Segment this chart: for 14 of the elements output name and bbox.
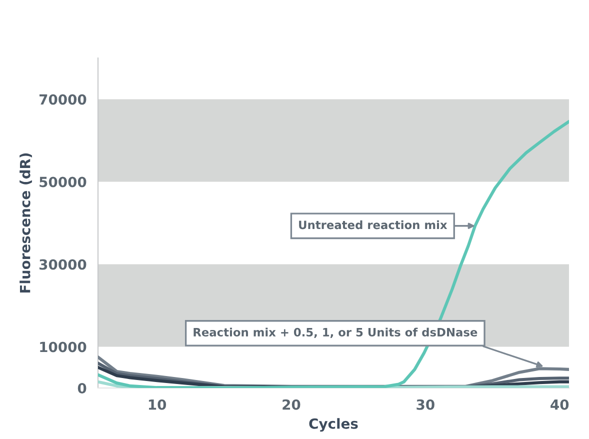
y-tick-label: 70000 — [40, 94, 86, 105]
annotation: Reaction mix + 0.5, 1, or 5 Units of dsDNase — [194, 328, 478, 338]
y-axis-title: Fluorescence (dR) — [20, 153, 32, 293]
annotation: Untreated reaction mix — [299, 220, 448, 230]
x-tick-label: 30 — [416, 399, 434, 410]
x-axis-title: Cycles — [309, 418, 358, 432]
y-tick-label: 50000 — [40, 176, 86, 188]
x-tick-label: 10 — [148, 399, 166, 410]
line-series — [98, 120, 569, 388]
y-tick-label: 30000 — [40, 259, 86, 270]
y-tick-label: 10000 — [40, 342, 86, 352]
x-tick-label: 40 — [550, 399, 569, 410]
y-tick-label: 0 — [78, 382, 86, 394]
x-tick-label: 20 — [282, 399, 300, 410]
